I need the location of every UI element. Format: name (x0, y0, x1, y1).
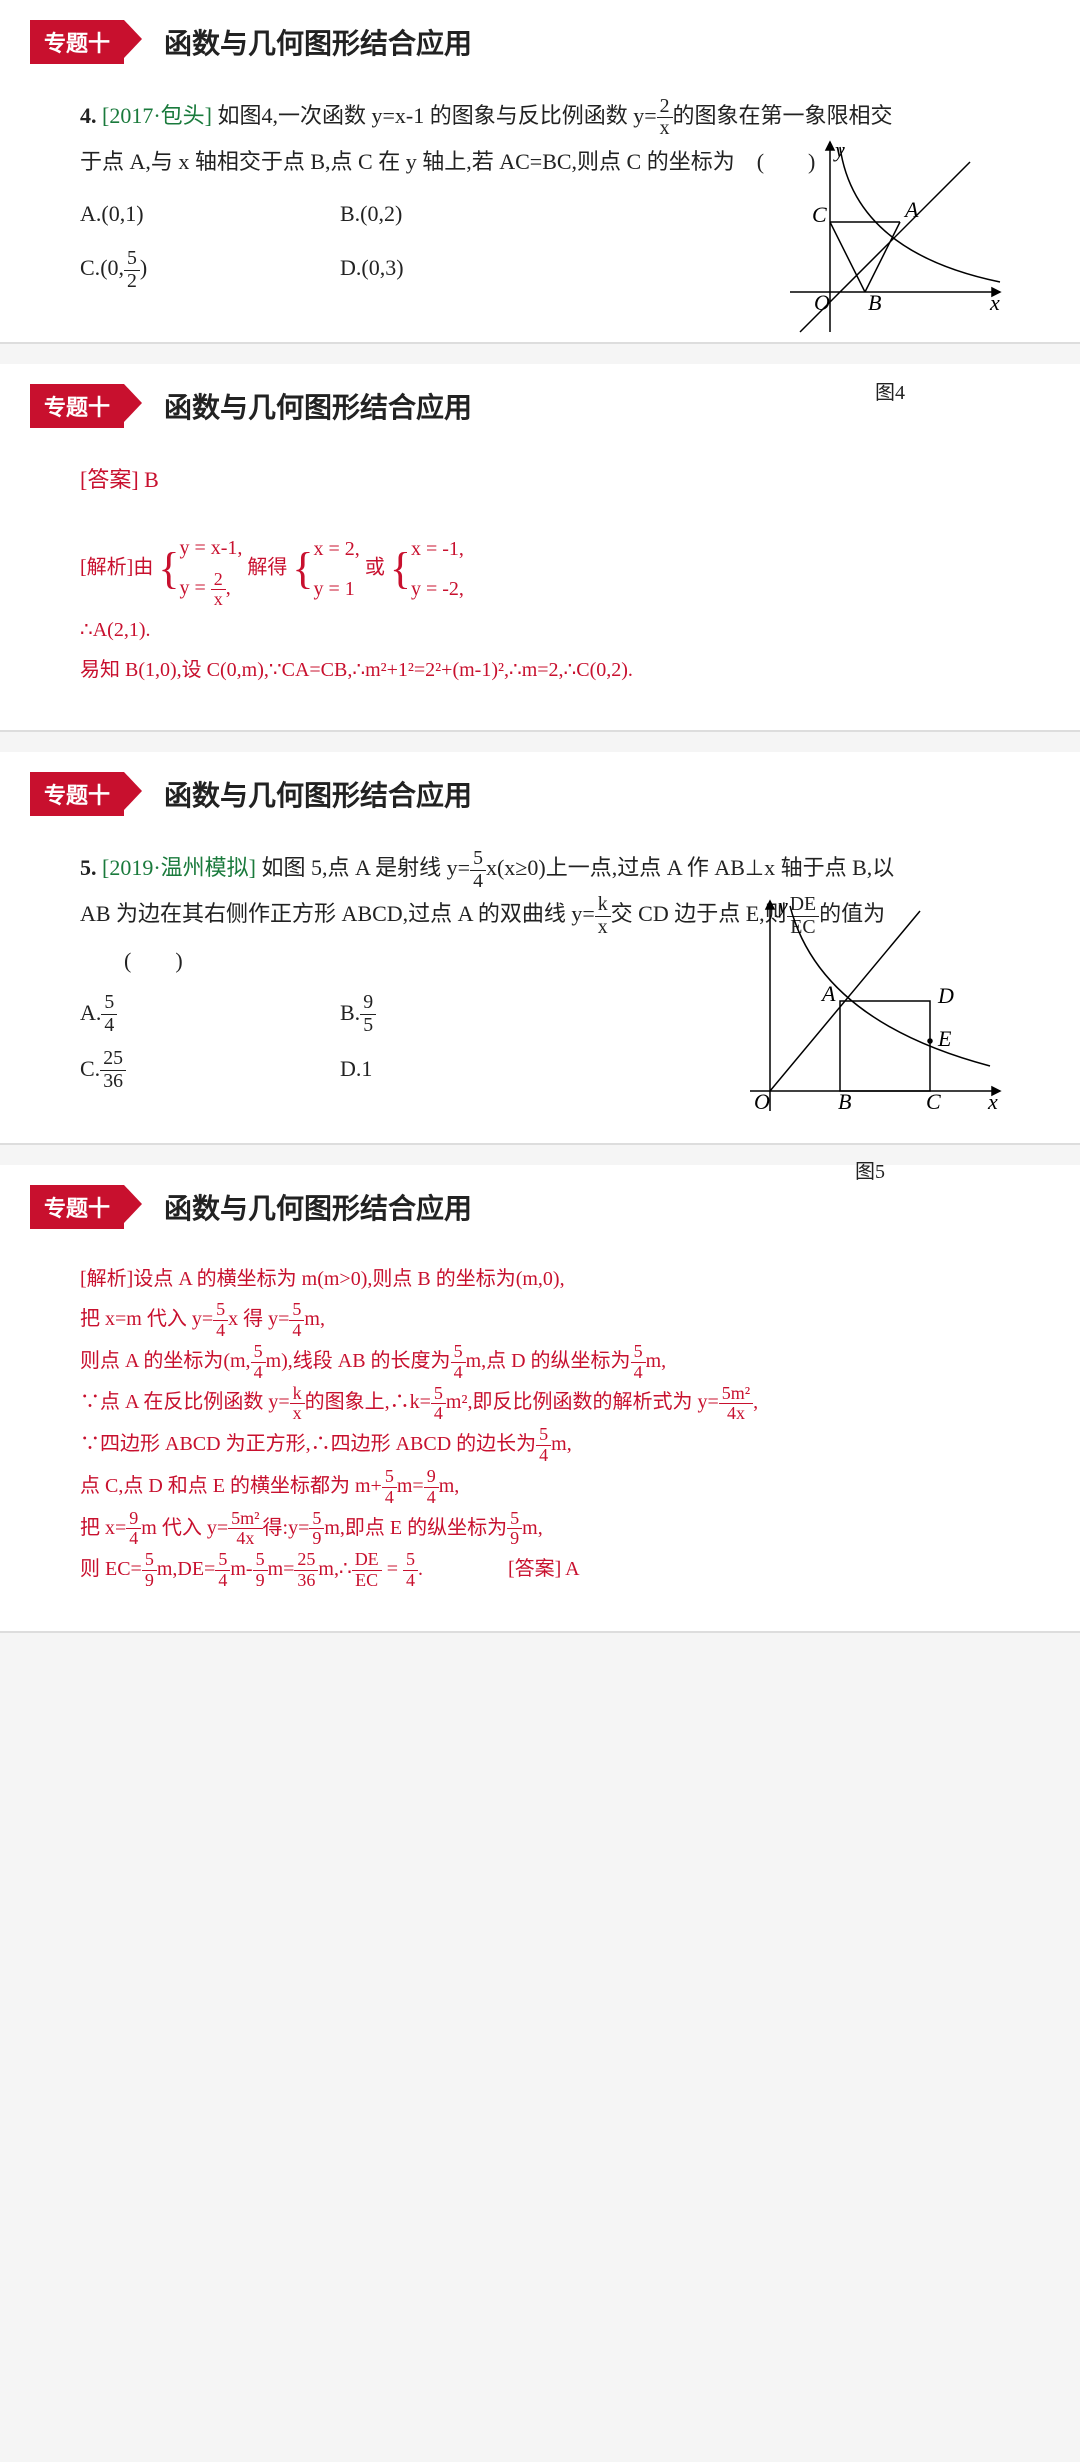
svg-text:D: D (937, 983, 954, 1008)
svg-text:x: x (987, 1089, 998, 1114)
badge: 专题十 (30, 1185, 124, 1229)
section-1: 专题十 函数与几何图形结合应用 4. [2017·包头] 如图4,一次函数 y=… (0, 0, 1080, 344)
svg-text:A: A (903, 197, 919, 222)
svg-text:O: O (754, 1089, 770, 1114)
option-c: C.(0,52) (80, 246, 340, 292)
question-number: 5. (80, 855, 97, 880)
a-l2: 把 x=m 代入 y=54x 得 y=54m, (80, 1299, 1050, 1341)
analysis-line2: ∴A(2,1). (80, 610, 1050, 650)
brace-icon: { (390, 544, 411, 593)
svg-text:O: O (814, 290, 830, 315)
analysis-line3: 易知 B(1,0),设 C(0,m),∵CA=CB,∴m²+1²=2²+(m-1… (80, 650, 1050, 690)
figure-4: y x O A B C 图4 (770, 132, 1010, 413)
analysis-line1: [解析]由 {y = x-1,y = 2x, 解得 {x = 2,y = 1 或… (80, 528, 1050, 610)
svg-text:B: B (838, 1089, 851, 1114)
a-l7: 把 x=94m 代入 y=5m²4x得:y=59m,即点 E 的纵坐标为59m, (80, 1508, 1050, 1550)
badge: 专题十 (30, 772, 124, 816)
brace-icon: { (292, 544, 313, 593)
svg-text:C: C (812, 202, 827, 227)
section-title: 函数与几何图形结合应用 (164, 386, 472, 426)
figure-4-label: 图4 (770, 373, 1010, 413)
question-source: [2017·包头] (102, 103, 212, 128)
a-l6: 点 C,点 D 和点 E 的横坐标都为 m+54m=94m, (80, 1466, 1050, 1508)
header: 专题十 函数与几何图形结合应用 (30, 20, 1050, 64)
svg-text:y: y (776, 893, 788, 918)
section-title: 函数与几何图形结合应用 (164, 22, 472, 62)
a-l3: 则点 A 的坐标为(m,54m),线段 AB 的长度为54m,点 D 的纵坐标为… (80, 1341, 1050, 1383)
question-number: 4. (80, 103, 97, 128)
option-a: A.54 (80, 991, 340, 1037)
section-4: 专题十 函数与几何图形结合应用 [解析]设点 A 的横坐标为 m(m>0),则点… (0, 1165, 1080, 1633)
option-a: A.(0,1) (80, 192, 340, 236)
option-d: D.1 (340, 1047, 600, 1093)
a-l4: ∵点 A 在反比例函数 y=kx的图象上,∴k=54m²,即反比例函数的解析式为… (80, 1382, 1050, 1424)
question-content: 5. [2019·温州模拟] 如图 5,点 A 是射线 y=54x(x≥0)上一… (30, 846, 1050, 1103)
section-title: 函数与几何图形结合应用 (164, 1187, 472, 1227)
q-text1: 如图4,一次函数 y=x-1 的图象与反比例函数 y= (217, 103, 656, 128)
question-source: [2019·温州模拟] (102, 855, 256, 880)
figure-5-svg: y x O A B C D E (730, 891, 1010, 1131)
answer-label: [答案] A (508, 1558, 580, 1580)
answer-label: [答案] B (80, 458, 1050, 502)
q-text2: 的图象在第一象限相交 (673, 103, 893, 128)
question-line1: 5. [2019·温州模拟] 如图 5,点 A 是射线 y=54x(x≥0)上一… (80, 846, 1050, 892)
option-b: B.(0,2) (340, 192, 600, 236)
a-l8: 则 EC=59m,DE=54m-59m=2536m,∴DEEC = 54. [答… (80, 1549, 1050, 1591)
svg-text:y: y (833, 137, 845, 162)
option-b: B.95 (340, 991, 600, 1037)
a-l1: [解析]设点 A 的横坐标为 m(m>0),则点 B 的坐标为(m,0), (80, 1259, 1050, 1299)
analysis: [解析]设点 A 的横坐标为 m(m>0),则点 B 的坐标为(m,0), 把 … (30, 1259, 1050, 1591)
section-title: 函数与几何图形结合应用 (164, 774, 472, 814)
question-body: A.(0,1) B.(0,2) C.(0,52) D.(0,3) (80, 192, 1050, 302)
figure-5-label: 图5 (730, 1152, 1010, 1192)
header: 专题十 函数与几何图形结合应用 (30, 772, 1050, 816)
svg-text:x: x (989, 290, 1000, 315)
svg-text:A: A (820, 981, 836, 1006)
figure-4-svg: y x O A B C (770, 132, 1010, 352)
header: 专题十 函数与几何图形结合应用 (30, 1185, 1050, 1229)
option-d: D.(0,3) (340, 246, 600, 292)
question-body: A.54 B.95 C.2536 D.1 y x (80, 991, 1050, 1103)
brace-icon: { (158, 544, 179, 593)
section-3: 专题十 函数与几何图形结合应用 5. [2019·温州模拟] 如图 5,点 A … (0, 752, 1080, 1145)
frac-2x: 2x (657, 96, 673, 141)
options: A.54 B.95 C.2536 D.1 (80, 991, 600, 1103)
badge: 专题十 (30, 384, 124, 428)
figure-5: y x O A B C D E 图5 (730, 891, 1010, 1192)
analysis: [解析]由 {y = x-1,y = 2x, 解得 {x = 2,y = 1 或… (80, 528, 1050, 690)
question-content: 4. [2017·包头] 如图4,一次函数 y=x-1 的图象与反比例函数 y=… (30, 94, 1050, 302)
svg-text:B: B (868, 290, 881, 315)
svg-text:C: C (926, 1089, 941, 1114)
badge: 专题十 (30, 20, 124, 64)
svg-text:E: E (937, 1026, 952, 1051)
answer-content: [答案] B [解析]由 {y = x-1,y = 2x, 解得 {x = 2,… (30, 458, 1050, 690)
a-l5: ∵四边形 ABCD 为正方形,∴四边形 ABCD 的边长为54m, (80, 1424, 1050, 1466)
options: A.(0,1) B.(0,2) C.(0,52) D.(0,3) (80, 192, 600, 302)
section-2: 专题十 函数与几何图形结合应用 [答案] B [解析]由 {y = x-1,y … (0, 364, 1080, 732)
option-c: C.2536 (80, 1047, 340, 1093)
